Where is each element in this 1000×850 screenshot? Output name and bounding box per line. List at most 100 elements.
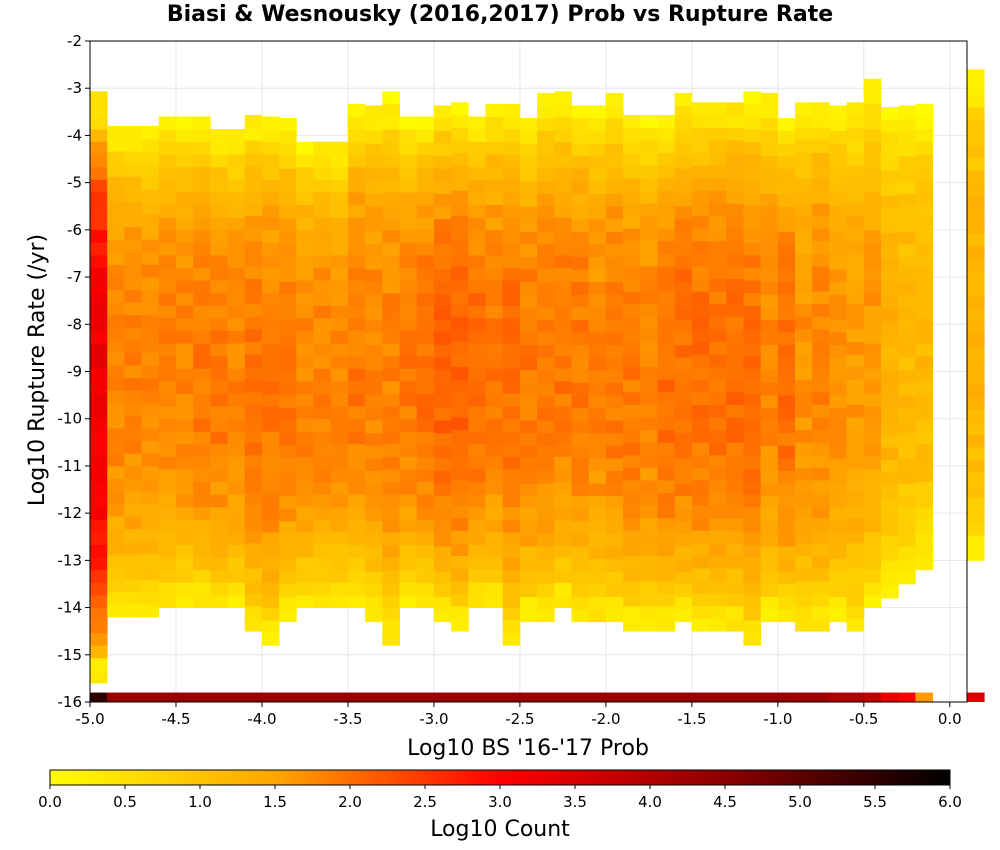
heatmap-baseline-cell [640, 692, 658, 702]
heatmap-cell [812, 492, 830, 506]
heatmap-cell [760, 319, 779, 333]
heatmap-cell [347, 305, 366, 319]
heatmap-cell [571, 583, 590, 597]
heatmap-cell [107, 163, 125, 177]
heatmap-cell [709, 253, 727, 267]
heatmap-cell [124, 440, 142, 454]
heatmap-cell [313, 343, 332, 357]
heatmap-cell [296, 242, 314, 256]
heatmap-cell [967, 270, 985, 284]
heatmap-cell [124, 264, 142, 278]
heatmap-cell [640, 253, 658, 267]
heatmap-cell [244, 190, 263, 204]
heatmap-cell [881, 207, 899, 221]
heatmap-cell [623, 127, 641, 141]
heatmap-cell [382, 154, 400, 168]
heatmap-cell [365, 243, 383, 257]
heatmap-cell [623, 203, 641, 217]
heatmap-cell [502, 179, 521, 193]
heatmap-cell [141, 239, 160, 253]
heatmap-cell [175, 506, 194, 520]
heatmap-cell [313, 141, 332, 155]
heatmap-cell [588, 294, 607, 308]
heatmap-cell [107, 377, 125, 391]
heatmap-cell [90, 217, 108, 231]
heatmap-cell [588, 344, 607, 358]
heatmap-cell [158, 393, 177, 407]
heatmap-cell [502, 582, 521, 596]
heatmap-cell [657, 114, 676, 128]
heatmap-cell [193, 519, 211, 533]
heatmap-cell [743, 292, 762, 306]
heatmap-cell [519, 407, 538, 421]
heatmap-cell [640, 417, 658, 431]
heatmap-cell [382, 418, 400, 432]
heatmap-cell [709, 442, 727, 456]
heatmap-cell [846, 580, 865, 594]
heatmap-cell [279, 470, 297, 484]
y-tick-label: -6 [67, 221, 82, 239]
heatmap-cell [674, 92, 693, 106]
heatmap-cell [915, 469, 934, 483]
heatmap-cell [588, 520, 607, 534]
heatmap-cell [777, 520, 796, 534]
heatmap-cell [726, 127, 744, 141]
heatmap-cell [175, 418, 194, 432]
heatmap-cell [365, 470, 383, 484]
heatmap-cell [777, 332, 796, 346]
heatmap-cell [795, 555, 813, 569]
heatmap-cell [175, 254, 194, 268]
heatmap-cell [416, 305, 435, 319]
heatmap-cell [227, 431, 246, 445]
heatmap-cell [915, 418, 934, 432]
heatmap-cell [915, 532, 934, 546]
heatmap-cell [812, 454, 830, 468]
heatmap-cell [502, 166, 521, 180]
y-tick-label: -4 [67, 126, 82, 144]
heatmap-cell [571, 281, 590, 295]
heatmap-cell [519, 193, 538, 207]
heatmap-cell [210, 569, 228, 583]
heatmap-cell [915, 267, 934, 281]
heatmap-cell [502, 204, 521, 218]
heatmap-cell [795, 328, 813, 342]
heatmap-cell [107, 390, 125, 404]
heatmap-cell [519, 181, 538, 195]
heatmap-cell [967, 447, 985, 461]
heatmap-cell [296, 355, 314, 369]
heatmap-cell [107, 604, 125, 618]
heatmap-cell [399, 330, 418, 344]
heatmap-cell [812, 190, 830, 204]
heatmap-cell [279, 382, 297, 396]
y-tick-label: -16 [58, 693, 83, 711]
heatmap-cell [691, 454, 710, 468]
heatmap-cell [726, 215, 744, 229]
heatmap-cell [468, 368, 486, 382]
heatmap-cell [124, 314, 142, 328]
heatmap-cell [124, 138, 142, 152]
heatmap-cell [674, 395, 693, 409]
heatmap-cell [898, 344, 916, 358]
heatmap-cell [313, 544, 332, 558]
heatmap-cell [330, 166, 349, 180]
heatmap-cell [141, 188, 160, 202]
heatmap-cell [967, 232, 985, 246]
heatmap-cell [623, 228, 641, 242]
heatmap-cell [709, 140, 727, 154]
heatmap-cell [279, 143, 297, 157]
heatmap-cell [623, 568, 641, 582]
heatmap-cell [141, 314, 160, 328]
heatmap-cell [743, 380, 762, 394]
heatmap-cell [898, 495, 916, 509]
heatmap-cell [777, 420, 796, 434]
heatmap-cell [244, 266, 263, 280]
heatmap-cell [881, 157, 899, 171]
heatmap-cell [795, 366, 813, 380]
heatmap-cell [777, 206, 796, 220]
heatmap-cell [313, 280, 332, 294]
heatmap-cell [777, 118, 796, 132]
heatmap-cell [90, 532, 108, 546]
heatmap-cell [743, 632, 762, 646]
heatmap-cell [554, 544, 572, 558]
heatmap-cell [468, 406, 486, 420]
